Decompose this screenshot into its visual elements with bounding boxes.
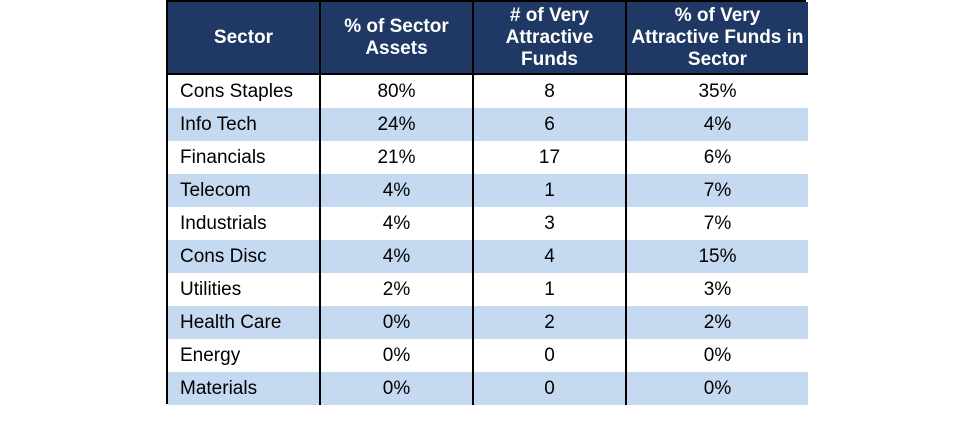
column-header-pct-sector-assets: % of Sector Assets: [319, 2, 473, 75]
cell-pct-assets: 80%: [319, 74, 473, 108]
table-row: Cons Disc 4% 4 15%: [168, 240, 808, 273]
cell-pct-assets: 0%: [319, 339, 473, 372]
cell-pct-funds: 3%: [625, 273, 808, 306]
cell-num-funds: 4: [472, 240, 626, 273]
cell-sector: Materials: [168, 372, 320, 405]
cell-pct-funds: 2%: [625, 306, 808, 339]
cell-sector: Utilities: [168, 273, 320, 306]
cell-num-funds: 1: [472, 174, 626, 207]
cell-num-funds: 17: [472, 141, 626, 174]
cell-num-funds: 1: [472, 273, 626, 306]
cell-pct-assets: 0%: [319, 306, 473, 339]
cell-num-funds: 2: [472, 306, 626, 339]
sector-table: Sector % of Sector Assets # of Very Attr…: [166, 0, 808, 405]
cell-pct-funds: 6%: [625, 141, 808, 174]
table-row: Financials 21% 17 6%: [168, 141, 808, 174]
cell-pct-assets: 4%: [319, 240, 473, 273]
table-row: Telecom 4% 1 7%: [168, 174, 808, 207]
cell-sector: Energy: [168, 339, 320, 372]
cell-sector: Telecom: [168, 174, 320, 207]
cell-num-funds: 8: [472, 74, 626, 108]
table-row: Health Care 0% 2 2%: [168, 306, 808, 339]
column-header-num-very-attractive-funds: # of Very Attractive Funds: [472, 2, 626, 75]
cell-pct-assets: 4%: [319, 174, 473, 207]
cell-pct-funds: 35%: [625, 74, 808, 108]
cell-num-funds: 3: [472, 207, 626, 240]
cell-pct-funds: 0%: [625, 372, 808, 405]
cell-sector: Cons Disc: [168, 240, 320, 273]
cell-num-funds: 6: [472, 108, 626, 141]
table-row: Industrials 4% 3 7%: [168, 207, 808, 240]
cell-pct-assets: 4%: [319, 207, 473, 240]
cell-pct-funds: 0%: [625, 339, 808, 372]
cell-pct-funds: 15%: [625, 240, 808, 273]
cell-pct-funds: 4%: [625, 108, 808, 141]
table-body: Cons Staples 80% 8 35% Info Tech 24% 6 4…: [168, 74, 808, 405]
cell-pct-funds: 7%: [625, 174, 808, 207]
table-row: Energy 0% 0 0%: [168, 339, 808, 372]
column-header-sector: Sector: [168, 2, 320, 75]
table-row: Cons Staples 80% 8 35%: [168, 74, 808, 108]
cell-pct-assets: 2%: [319, 273, 473, 306]
cell-sector: Health Care: [168, 306, 320, 339]
table-row: Utilities 2% 1 3%: [168, 273, 808, 306]
cell-num-funds: 0: [472, 372, 626, 405]
cell-sector: Industrials: [168, 207, 320, 240]
cell-num-funds: 0: [472, 339, 626, 372]
cell-sector: Cons Staples: [168, 74, 320, 108]
cell-pct-assets: 24%: [319, 108, 473, 141]
cell-sector: Info Tech: [168, 108, 320, 141]
header-row: Sector % of Sector Assets # of Very Attr…: [168, 2, 808, 75]
cell-pct-assets: 21%: [319, 141, 473, 174]
cell-pct-assets: 0%: [319, 372, 473, 405]
table-row: Materials 0% 0 0%: [168, 372, 808, 405]
table-row: Info Tech 24% 6 4%: [168, 108, 808, 141]
column-header-pct-very-attractive-funds: % of Very Attractive Funds in Sector: [625, 2, 808, 75]
data-table: Sector % of Sector Assets # of Very Attr…: [168, 2, 808, 405]
cell-sector: Financials: [168, 141, 320, 174]
cell-pct-funds: 7%: [625, 207, 808, 240]
